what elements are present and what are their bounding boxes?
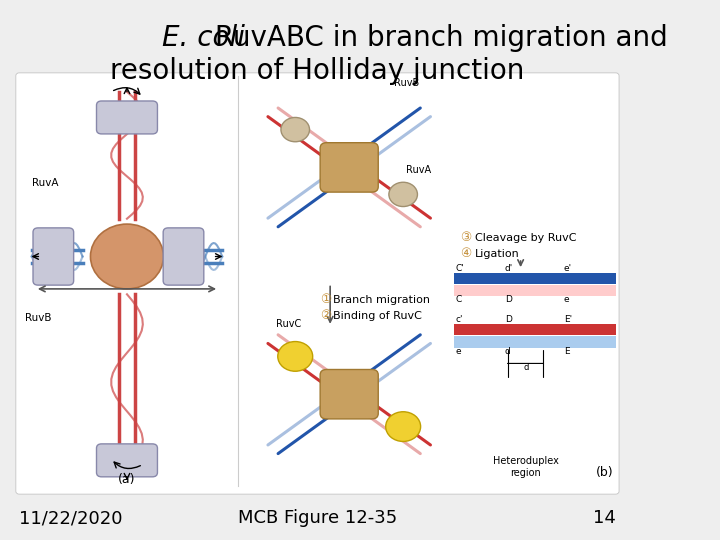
Text: E': E' <box>564 315 572 325</box>
FancyBboxPatch shape <box>96 444 158 477</box>
Text: Ligation: Ligation <box>475 249 520 259</box>
Text: D: D <box>505 295 512 305</box>
Text: RuvB: RuvB <box>25 313 52 323</box>
FancyBboxPatch shape <box>320 143 378 192</box>
FancyBboxPatch shape <box>25 81 228 486</box>
Bar <box>454 336 616 348</box>
Ellipse shape <box>389 183 418 206</box>
Text: (b): (b) <box>596 466 614 480</box>
Bar <box>454 324 616 335</box>
FancyBboxPatch shape <box>320 369 378 419</box>
Text: Heteroduplex
region: Heteroduplex region <box>492 456 559 478</box>
Bar <box>454 273 616 284</box>
Ellipse shape <box>281 118 310 141</box>
Text: d: d <box>523 363 528 372</box>
Text: e': e' <box>564 264 572 273</box>
Text: ③: ③ <box>460 231 472 244</box>
Text: RuvABC in branch migration and: RuvABC in branch migration and <box>207 24 668 52</box>
Text: e: e <box>455 347 461 356</box>
Text: d: d <box>505 347 510 356</box>
Text: Branch migration: Branch migration <box>333 295 431 305</box>
FancyBboxPatch shape <box>33 228 73 285</box>
Text: (a): (a) <box>118 473 136 487</box>
Text: C': C' <box>455 264 464 273</box>
Text: c': c' <box>455 315 463 325</box>
Bar <box>454 285 616 296</box>
Text: ①: ① <box>320 293 332 306</box>
Text: Binding of RuvC: Binding of RuvC <box>333 311 422 321</box>
FancyBboxPatch shape <box>96 101 158 134</box>
Text: E. coli: E. coli <box>162 24 245 52</box>
Text: 11/22/2020: 11/22/2020 <box>19 509 122 528</box>
Text: E: E <box>564 347 570 356</box>
Ellipse shape <box>386 411 420 442</box>
Text: RuvB: RuvB <box>394 78 419 89</box>
Text: resolution of Holliday junction: resolution of Holliday junction <box>110 57 525 85</box>
Text: Cleavage by RuvC: Cleavage by RuvC <box>475 233 577 242</box>
Text: RuvC: RuvC <box>276 319 302 329</box>
FancyBboxPatch shape <box>16 73 619 494</box>
Ellipse shape <box>91 224 163 289</box>
Text: C: C <box>455 295 462 305</box>
Text: e: e <box>564 295 570 305</box>
FancyBboxPatch shape <box>163 228 204 285</box>
Ellipse shape <box>278 341 312 372</box>
Text: RuvA: RuvA <box>406 165 431 175</box>
Text: ④: ④ <box>460 247 472 260</box>
Text: d': d' <box>505 264 513 273</box>
Text: MCB Figure 12-35: MCB Figure 12-35 <box>238 509 397 528</box>
Text: 14: 14 <box>593 509 616 528</box>
Text: D: D <box>505 315 512 325</box>
Text: ②: ② <box>320 309 332 322</box>
Text: RuvA: RuvA <box>32 178 58 188</box>
